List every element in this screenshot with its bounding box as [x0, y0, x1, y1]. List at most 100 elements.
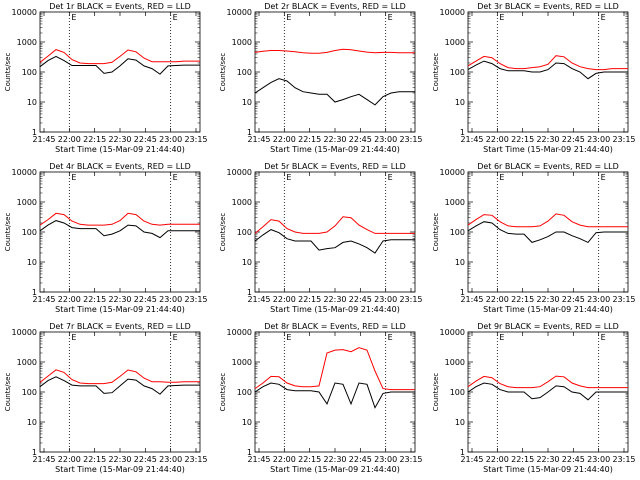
x-tick-label: 21:45: [32, 135, 55, 144]
x-tick-label: 22:30: [323, 135, 346, 144]
marker-label: E: [173, 13, 178, 22]
plot-title: Det 7r BLACK = Events, RED = LLD: [49, 322, 191, 331]
x-tick-label: 22:00: [58, 135, 81, 144]
y-tick-label: 100: [22, 388, 37, 397]
x-tick-label: 22:45: [349, 295, 372, 304]
x-tick-label: 22:00: [273, 135, 296, 144]
y-tick-label: 1: [32, 128, 37, 137]
y-tick-label: 100: [237, 228, 252, 237]
x-tick-label: 21:45: [32, 455, 55, 464]
x-tick-label: 21:45: [460, 135, 483, 144]
x-axis-label: Start Time (15-Mar-09 21:44:40): [55, 305, 185, 314]
lld-series-line: [254, 347, 415, 391]
plot-frame: [39, 331, 201, 453]
x-tick-label: 22:00: [486, 455, 509, 464]
plot-frame: [39, 11, 201, 133]
x-axis-label: Start Time (15-Mar-09 21:44:40): [483, 305, 613, 314]
y-tick-label: 10000: [440, 328, 465, 337]
plot-frame: [254, 171, 416, 293]
x-tick-label: 23:15: [399, 295, 422, 304]
x-tick-label: 22:45: [349, 135, 372, 144]
x-tick-label: 23:00: [587, 135, 610, 144]
y-axis-label: Counts/sec: [432, 213, 440, 252]
y-tick-label: 100: [237, 68, 252, 77]
marker-label: E: [388, 13, 393, 22]
x-tick-label: 22:15: [83, 455, 106, 464]
marker-label: E: [499, 333, 504, 342]
events-series-line: [254, 229, 415, 254]
y-tick-label: 1000: [232, 198, 252, 207]
marker-label: E: [601, 13, 606, 22]
y-tick-label: 1: [32, 288, 37, 297]
marker-label: E: [388, 333, 393, 342]
y-tick-label: 10: [455, 98, 465, 107]
x-tick-label: 22:45: [134, 295, 157, 304]
y-tick-label: 10: [242, 258, 252, 267]
lld-series-line: [467, 55, 628, 71]
plot-title: Det 6r BLACK = Events, RED = LLD: [477, 162, 619, 171]
plot-frame: [254, 11, 416, 133]
events-series-line: [254, 78, 415, 106]
y-tick-label: 1000: [17, 198, 37, 207]
plot-title: Det 4r BLACK = Events, RED = LLD: [49, 162, 191, 171]
x-tick-label: 22:15: [83, 135, 106, 144]
y-tick-label: 1000: [232, 38, 252, 47]
lld-series-line: [254, 48, 415, 54]
y-axis-label: Counts/sec: [4, 373, 12, 412]
x-tick-label: 23:00: [374, 455, 397, 464]
plot-title: Det 3r BLACK = Events, RED = LLD: [477, 2, 619, 11]
y-axis-label: Counts/sec: [4, 53, 12, 92]
lld-series-line: [39, 212, 200, 226]
x-tick-label: 22:00: [486, 295, 509, 304]
x-tick-label: 21:45: [32, 295, 55, 304]
x-tick-label: 23:15: [184, 135, 207, 144]
y-tick-label: 100: [450, 68, 465, 77]
lld-series-line: [467, 375, 628, 389]
y-axis-label: Counts/sec: [432, 373, 440, 412]
lld-series-line: [39, 49, 200, 65]
x-tick-label: 23:00: [159, 455, 182, 464]
y-tick-label: 1: [247, 128, 252, 137]
y-tick-label: 1000: [445, 358, 465, 367]
y-tick-label: 1000: [17, 358, 37, 367]
y-tick-label: 10: [455, 258, 465, 267]
x-tick-label: 22:15: [298, 135, 321, 144]
y-axis-label: Counts/sec: [4, 213, 12, 252]
x-tick-label: 23:00: [374, 295, 397, 304]
x-tick-label: 22:30: [536, 455, 559, 464]
x-tick-label: 23:00: [587, 295, 610, 304]
y-tick-label: 100: [22, 228, 37, 237]
plot-title: Det 2r BLACK = Events, RED = LLD: [264, 2, 406, 11]
y-tick-label: 1000: [17, 38, 37, 47]
marker-label: E: [286, 173, 291, 182]
plot-frame: [39, 171, 201, 293]
y-axis-label: Counts/sec: [219, 213, 227, 252]
marker-label: E: [499, 173, 504, 182]
y-tick-label: 10: [27, 258, 37, 267]
lld-series-line: [254, 216, 415, 234]
plot-title: Det 5r BLACK = Events, RED = LLD: [264, 162, 406, 171]
marker-label: E: [173, 173, 178, 182]
x-tick-label: 23:00: [159, 135, 182, 144]
y-axis-label: Counts/sec: [219, 53, 227, 92]
x-tick-label: 22:15: [511, 455, 534, 464]
y-tick-label: 1: [460, 448, 465, 457]
y-tick-label: 10000: [12, 328, 37, 337]
x-tick-label: 21:45: [460, 455, 483, 464]
x-tick-label: 22:45: [134, 455, 157, 464]
marker-label: E: [499, 13, 504, 22]
x-axis-label: Start Time (15-Mar-09 21:44:40): [55, 465, 185, 474]
marker-label: E: [71, 13, 76, 22]
marker-label: E: [286, 13, 291, 22]
events-series-line: [39, 220, 200, 239]
x-tick-label: 22:30: [108, 135, 131, 144]
x-tick-label: 22:00: [58, 455, 81, 464]
x-tick-label: 22:00: [58, 295, 81, 304]
y-tick-label: 1: [460, 288, 465, 297]
y-tick-label: 10000: [440, 8, 465, 17]
x-tick-label: 22:30: [323, 295, 346, 304]
